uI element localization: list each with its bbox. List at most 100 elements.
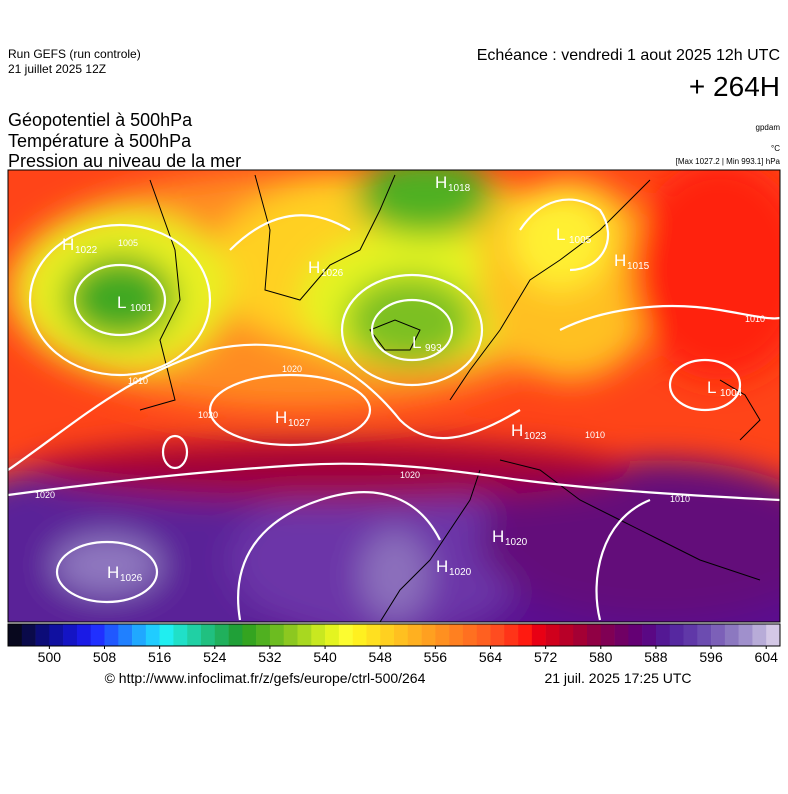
colorbar-cell: [242, 624, 257, 646]
colorbar-cell: [628, 624, 643, 646]
generated-time: 21 juil. 2025 17:25 UTC: [544, 670, 691, 686]
pressure-center: H 1020: [492, 527, 528, 548]
colorbar-cell: [518, 624, 533, 646]
unit-label: [Max 1027.2 | Min 993.1] hPa: [676, 157, 781, 166]
pressure-center: H 1015: [614, 251, 650, 272]
colorbar-cell: [407, 624, 422, 646]
run-date: 21 juillet 2025 12Z: [8, 62, 106, 76]
pressure-center: H 1026: [107, 563, 143, 584]
colorbar-cell: [545, 624, 560, 646]
pressure-center: L 1005: [556, 225, 592, 246]
colorbar-cell: [338, 624, 353, 646]
colorbar-cell: [159, 624, 174, 646]
colorbar-tick-label: 564: [479, 649, 503, 665]
pressure-center-value: 1027: [288, 418, 311, 429]
pressure-center-type: H: [614, 251, 626, 270]
map-frame: [7, 169, 781, 623]
pressure-center-type: H: [435, 173, 447, 192]
isobar-label: 1010: [670, 494, 690, 504]
colorbar-cell: [21, 624, 36, 646]
colorbar-cell: [8, 624, 23, 646]
colorbar-cell: [738, 624, 753, 646]
field-title: Pression au niveau de la mer: [8, 151, 241, 171]
pressure-center-type: H: [107, 563, 119, 582]
field-title: Géopotentiel à 500hPa: [8, 110, 193, 130]
colorbar-tick-label: 572: [534, 649, 558, 665]
pressure-center-type: H: [492, 527, 504, 546]
pressure-center-value: 1005: [569, 235, 592, 246]
colorbar-cell: [35, 624, 50, 646]
isobar-label: 1020: [198, 410, 218, 420]
colorbar-cell: [724, 624, 739, 646]
colorbar-cell: [228, 624, 243, 646]
colorbar-tick-label: 580: [589, 649, 613, 665]
colorbar-cell: [531, 624, 546, 646]
colorbar-tick-label: 500: [38, 649, 62, 665]
isobar-label: 1020: [282, 364, 302, 374]
colorbar-cell: [711, 624, 726, 646]
pressure-center-type: H: [511, 421, 523, 440]
pressure-center-type: H: [62, 235, 74, 254]
isobar-label: 1010: [585, 430, 605, 440]
colorbar-tick-label: 508: [93, 649, 117, 665]
field-title: Température à 500hPa: [8, 131, 192, 151]
colorbar-cell: [669, 624, 684, 646]
colorbar-cell: [559, 624, 574, 646]
colorbar-cell: [752, 624, 767, 646]
colorbar-cell: [435, 624, 450, 646]
unit-label: gpdam: [756, 123, 781, 132]
colorbar-cell: [587, 624, 602, 646]
colorbar-cell: [187, 624, 202, 646]
pressure-center-type: L: [707, 378, 716, 397]
pressure-center-value: 1020: [505, 537, 528, 548]
colorbar-cell: [600, 624, 615, 646]
source-url: © http://www.infoclimat.fr/z/gefs/europe…: [105, 670, 426, 686]
pressure-center-type: L: [556, 225, 565, 244]
colorbar-cell: [766, 624, 781, 646]
colorbar-cell: [283, 624, 298, 646]
colorbar-cell: [366, 624, 381, 646]
colorbar-cell: [49, 624, 64, 646]
pressure-center-value: 1004: [720, 388, 743, 399]
pressure-center-value: 1023: [524, 431, 547, 442]
lead-time: + 264H: [689, 71, 780, 102]
pressure-center: H 1026: [308, 258, 344, 279]
colorbar-tick-label: 532: [258, 649, 282, 665]
pressure-center-value: 993: [425, 343, 442, 354]
colorbar-cell: [90, 624, 105, 646]
colorbar-cell: [490, 624, 505, 646]
pressure-center: L 1004: [707, 378, 743, 399]
pressure-center-value: 1015: [627, 261, 650, 272]
colorbar-tick-label: 588: [644, 649, 668, 665]
pressure-center: H 1022: [62, 235, 98, 256]
colorbar-cell: [104, 624, 119, 646]
pressure-center: H 1018: [435, 173, 471, 194]
colorbar-cell: [311, 624, 326, 646]
colorbar-tick-label: 524: [203, 649, 227, 665]
colorbar-cell: [642, 624, 657, 646]
colorbar-cell: [421, 624, 436, 646]
colorbar-tick-label: 548: [369, 649, 393, 665]
unit-label: °C: [771, 144, 780, 153]
isobar-label: 1020: [35, 490, 55, 500]
isobar-label: 1010: [128, 376, 148, 386]
isobar-label: 1005: [118, 238, 138, 248]
colorbar-frame: [7, 623, 781, 647]
pressure-center-value: 1001: [130, 303, 153, 314]
colorbar-cell: [614, 624, 629, 646]
colorbar-cell: [214, 624, 229, 646]
pressure-center-value: 1026: [120, 573, 143, 584]
colorbar-cell: [76, 624, 92, 646]
colorbar-tick-label: 516: [148, 649, 172, 665]
pressure-center: L 1001: [117, 293, 153, 314]
valid-time: Echéance : vendredi 1 aout 2025 12h UTC: [477, 47, 780, 64]
colorbar-cell: [655, 624, 671, 646]
colorbar-cell: [504, 624, 519, 646]
colorbar-cell: [297, 624, 312, 646]
pressure-center-type: H: [436, 557, 448, 576]
pressure-center: H 1027: [275, 408, 311, 429]
pressure-center: H 1020: [436, 557, 472, 578]
colorbar-cell: [256, 624, 271, 646]
